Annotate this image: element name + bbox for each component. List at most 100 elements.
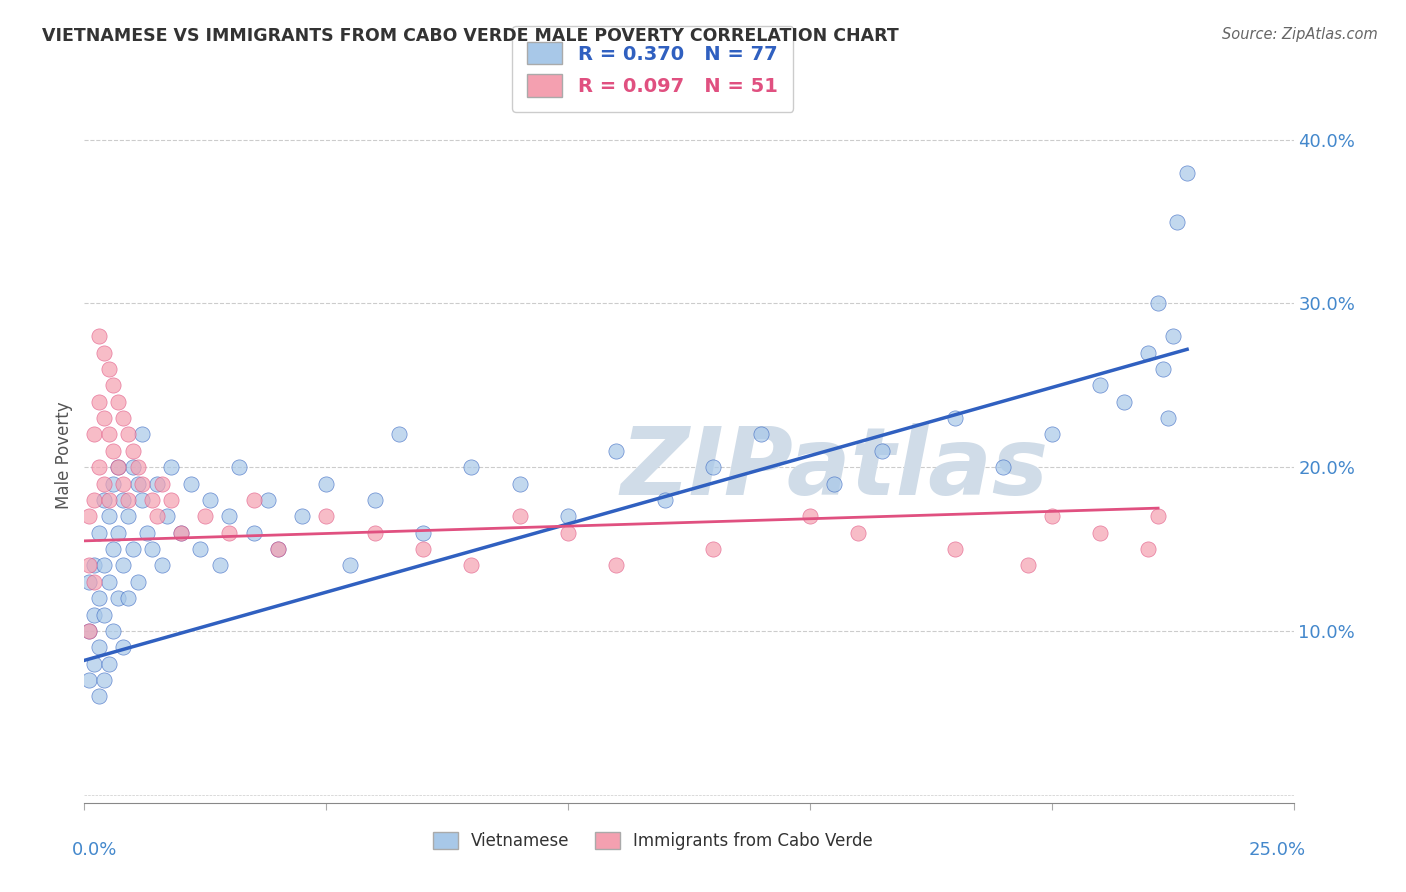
Point [93, 411, 115, 425]
Point [267, 542, 290, 557]
Point [751, 427, 773, 442]
Point [117, 509, 139, 524]
Point [160, 492, 183, 507]
Point [460, 558, 482, 573]
Point [1040, 427, 1063, 442]
Point [218, 509, 240, 524]
Point [170, 525, 193, 540]
Text: Source: ZipAtlas.com: Source: ZipAtlas.com [1222, 27, 1378, 42]
Point [83, 427, 105, 442]
Point [363, 525, 385, 540]
Point [131, 427, 153, 442]
Point [943, 411, 966, 425]
Point [412, 525, 434, 540]
Point [87, 640, 110, 655]
Point [509, 476, 531, 491]
Point [1175, 165, 1198, 179]
Point [112, 558, 135, 573]
Point [93, 558, 115, 573]
Point [846, 525, 869, 540]
Point [121, 443, 143, 458]
Point [1152, 362, 1174, 376]
Point [1040, 509, 1063, 524]
Point [77, 574, 100, 589]
Point [150, 476, 173, 491]
Point [180, 476, 202, 491]
Point [605, 558, 627, 573]
Point [107, 525, 129, 540]
Point [87, 591, 110, 606]
Point [121, 542, 143, 557]
Point [823, 476, 845, 491]
Point [1114, 394, 1136, 409]
Point [93, 345, 115, 359]
Point [97, 509, 120, 524]
Point [141, 542, 163, 557]
Point [1137, 542, 1160, 557]
Point [77, 673, 100, 687]
Point [654, 492, 676, 507]
Text: ZIPatlas: ZIPatlas [620, 423, 1047, 515]
Point [87, 525, 110, 540]
Text: 25.0%: 25.0% [1249, 841, 1306, 859]
Point [1157, 411, 1180, 425]
Point [97, 574, 120, 589]
Point [127, 574, 149, 589]
Point [242, 492, 264, 507]
Point [93, 476, 115, 491]
Point [257, 492, 280, 507]
Point [121, 460, 143, 475]
Point [103, 624, 125, 638]
Point [141, 492, 163, 507]
Point [1088, 525, 1111, 540]
Point [131, 476, 153, 491]
Point [194, 509, 217, 524]
Point [702, 460, 724, 475]
Point [87, 329, 110, 343]
Text: 0.0%: 0.0% [72, 841, 118, 859]
Point [77, 558, 100, 573]
Point [127, 460, 149, 475]
Point [872, 443, 894, 458]
Point [87, 394, 110, 409]
Point [83, 607, 105, 622]
Point [107, 591, 129, 606]
Point [1147, 296, 1170, 310]
Point [557, 509, 579, 524]
Point [1088, 378, 1111, 392]
Point [291, 509, 314, 524]
Point [112, 640, 135, 655]
Point [208, 558, 231, 573]
Point [1137, 345, 1160, 359]
Point [107, 460, 129, 475]
Point [112, 411, 135, 425]
Point [83, 492, 105, 507]
Point [97, 427, 120, 442]
Point [97, 362, 120, 376]
Point [160, 460, 183, 475]
Point [93, 492, 115, 507]
Point [136, 525, 159, 540]
Point [412, 542, 434, 557]
Point [150, 558, 173, 573]
Point [87, 460, 110, 475]
Point [702, 542, 724, 557]
Point [83, 657, 105, 671]
Point [77, 624, 100, 638]
Point [77, 509, 100, 524]
Point [103, 476, 125, 491]
Point [315, 509, 337, 524]
Legend: Vietnamese, Immigrants from Cabo Verde: Vietnamese, Immigrants from Cabo Verde [426, 826, 879, 857]
Point [267, 542, 290, 557]
Point [198, 492, 221, 507]
Point [339, 558, 361, 573]
Point [103, 443, 125, 458]
Point [146, 476, 169, 491]
Point [117, 427, 139, 442]
Point [363, 492, 385, 507]
Y-axis label: Male Poverty: Male Poverty [55, 401, 73, 508]
Point [107, 460, 129, 475]
Point [77, 624, 100, 638]
Point [97, 492, 120, 507]
Point [103, 378, 125, 392]
